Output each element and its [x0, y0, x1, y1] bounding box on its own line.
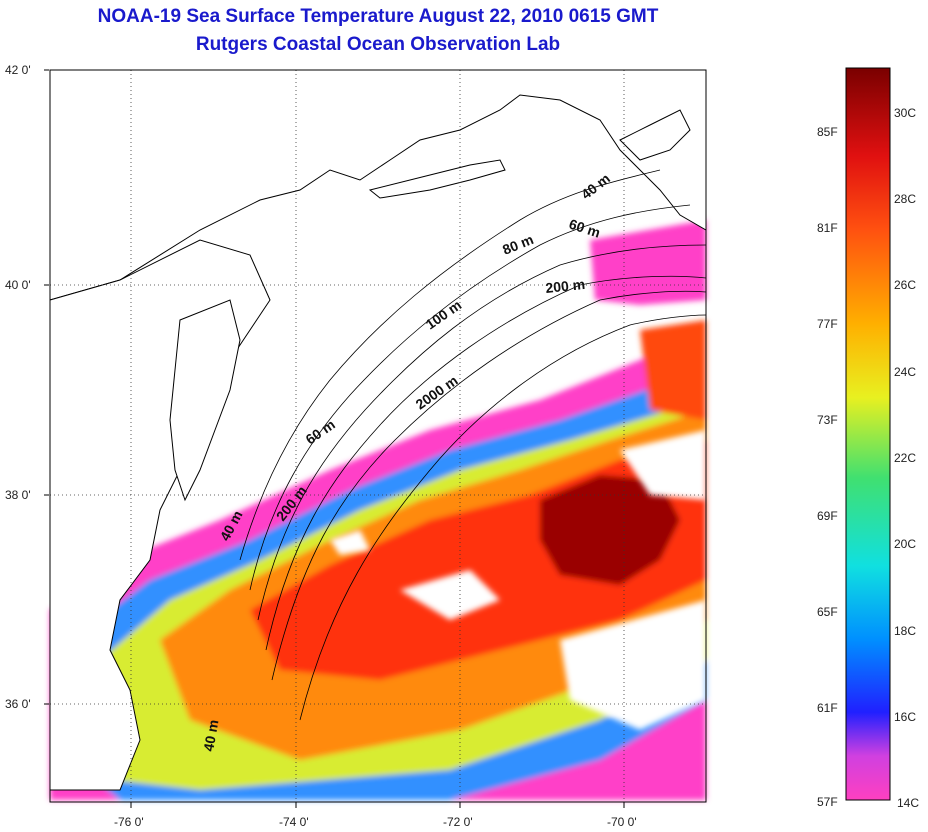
- x-tick-label: -72 0': [443, 815, 473, 829]
- colorbar-gradient: [845, 67, 891, 801]
- contour-label: 200 m: [545, 276, 586, 296]
- colorbar-c-label: 16C: [894, 710, 916, 724]
- contour-label: 80 m: [500, 231, 536, 258]
- x-tick-label: -70 0': [607, 815, 637, 829]
- contour-label: 60 m: [567, 216, 602, 241]
- colorbar-f-label: 65F: [817, 605, 838, 619]
- y-tick-label: 36 0': [5, 697, 31, 711]
- colorbar-f-labels: 85F 81F 77F 73F 69F 65F 61F 57F: [817, 125, 838, 809]
- contour-2000m: [299, 314, 707, 721]
- delmarva: [169, 299, 241, 502]
- contour-label: 40 m: [200, 718, 221, 752]
- contour-label: 60 m: [303, 416, 338, 447]
- colorbar-c-label: 28C: [894, 192, 916, 206]
- frame-ticks: [44, 69, 625, 808]
- colorbar-f-label: 69F: [817, 509, 838, 523]
- map-subtitle: Rutgers Coastal Ocean Observation Lab: [195, 34, 561, 55]
- long-island: [368, 159, 506, 199]
- colorbar-f-label: 77F: [817, 317, 838, 331]
- y-tick-label: 40 0': [5, 278, 31, 292]
- colorbar-c-label: 18C: [894, 624, 916, 638]
- cloud-core-a: [400, 570, 500, 620]
- colorbar-c-label: 30C: [894, 106, 916, 120]
- contour-label: 100 m: [423, 297, 465, 333]
- colorbar-c-label: 14C: [897, 796, 919, 810]
- x-tick-label: -76 0': [114, 815, 144, 829]
- cloud-south: [560, 600, 706, 730]
- colorbar: 85F 81F 77F 73F 69F 65F 61F 57F 30C 28C …: [817, 67, 919, 810]
- y-tick-label: 38 0': [5, 488, 31, 502]
- cape-cod: [619, 109, 691, 161]
- contour-40m: [239, 169, 661, 561]
- gulf-stream-core: [540, 475, 680, 585]
- colorbar-c-label: 26C: [894, 278, 916, 292]
- map-frame: [49, 69, 707, 803]
- colorbar-f-label: 61F: [817, 701, 838, 715]
- colorbar-f-label: 73F: [817, 413, 838, 427]
- contour-100m: [265, 275, 707, 651]
- contour-60m: [249, 204, 691, 591]
- colorbar-c-labels: 30C 28C 26C 24C 22C 20C 18C 16C 14C: [894, 106, 919, 810]
- x-tick-label: -74 0': [279, 815, 309, 829]
- colorbar-f-label: 85F: [817, 125, 838, 139]
- contour-200m: [271, 290, 707, 681]
- graticule: [50, 70, 706, 802]
- colorbar-c-label: 24C: [894, 365, 916, 379]
- cloud-east: [620, 430, 706, 500]
- ne-pink-patch: [590, 220, 706, 305]
- colorbar-f-label: 81F: [817, 221, 838, 235]
- land-mainland: [49, 69, 707, 301]
- y-tick-label: 42 0': [5, 63, 31, 77]
- cloud-core-b: [330, 530, 370, 555]
- cloud-mask: [330, 430, 706, 730]
- contour-label: 2000 m: [413, 372, 461, 412]
- map-title: NOAA-19 Sea Surface Temperature August 2…: [97, 6, 659, 27]
- colorbar-c-label: 22C: [894, 451, 916, 465]
- colorbar-f-label: 57F: [817, 795, 838, 809]
- coastline: [49, 69, 707, 791]
- contour-label: 40 m: [578, 170, 613, 202]
- contour-80m: [257, 244, 707, 621]
- ne-red-patch: [640, 320, 706, 420]
- bathymetry: [239, 169, 707, 721]
- colorbar-c-label: 20C: [894, 537, 916, 551]
